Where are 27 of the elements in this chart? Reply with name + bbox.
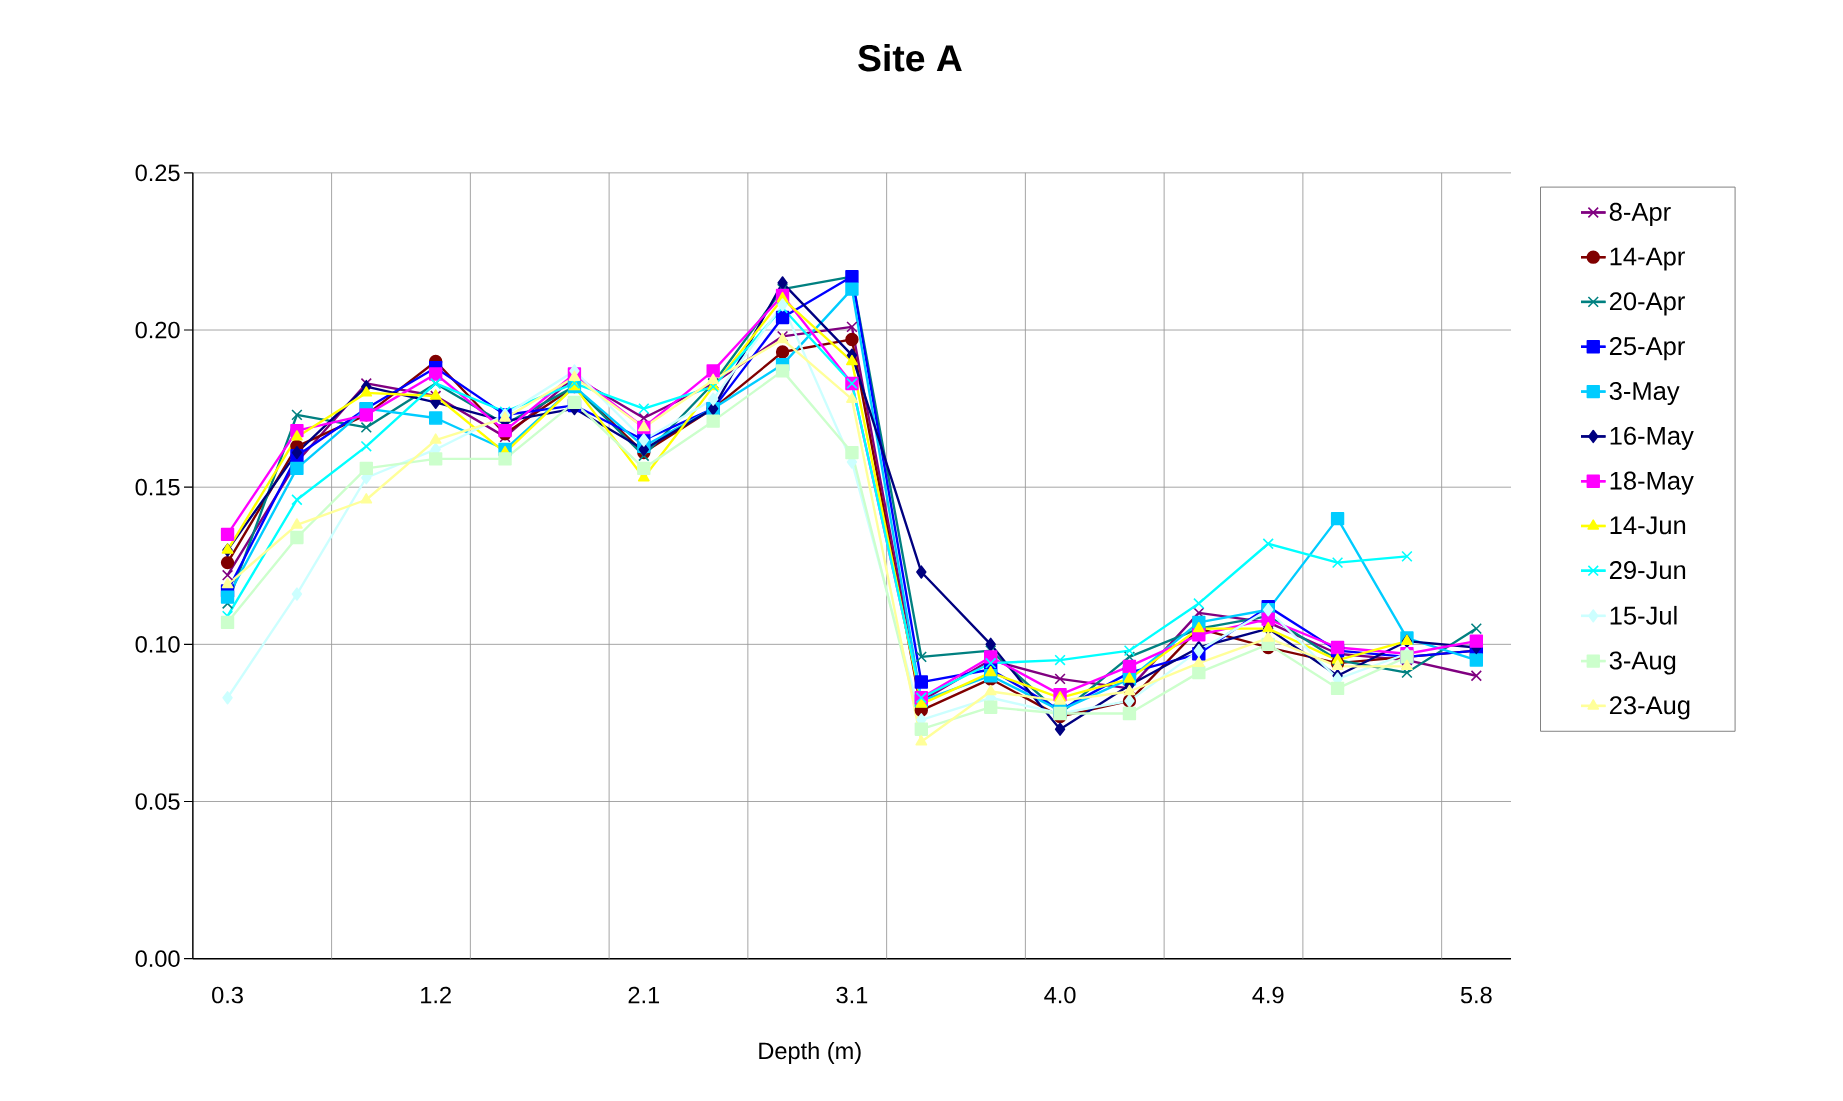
legend-label: 3-Aug <box>1609 651 1676 675</box>
x-tick-label: 4.9 <box>1252 986 1284 1004</box>
y-tick-label: 0.00 <box>135 950 180 967</box>
legend-label: 3-May <box>1609 381 1680 406</box>
y-tick-label: 0.10 <box>135 635 180 653</box>
legend-label: 29-Jun <box>1609 561 1686 580</box>
x-tick-label: 2.1 <box>628 986 660 1004</box>
legend-label: 20-Apr <box>1609 292 1685 316</box>
legend-label: 25-Apr <box>1609 337 1685 361</box>
x-tick-label: 5.8 <box>1460 986 1492 1004</box>
legend-label: 14-Apr <box>1610 247 1685 271</box>
legend-label: 16-May <box>1610 426 1694 450</box>
y-tick-label: 0.20 <box>135 321 180 339</box>
legend-label: 18-May <box>1610 471 1694 495</box>
x-tick-label: 3.1 <box>836 986 868 1004</box>
legend-label: 8-Apr <box>1609 202 1671 226</box>
x-tick-label: 0.3 <box>212 986 243 1004</box>
y-tick-label: 0.25 <box>135 164 180 182</box>
x-tick-label: 4.0 <box>1044 986 1076 1004</box>
y-tick-label: 0.15 <box>135 478 180 496</box>
legend-label: 14-Jun <box>1610 516 1686 535</box>
x-axis-title: Depth (m) <box>759 1041 861 1064</box>
legend-label: 15-Jul <box>1610 605 1677 625</box>
x-tick-label: 1.2 <box>421 986 451 1004</box>
y-tick-label: 0.05 <box>135 793 180 810</box>
legend-label: 23-Aug <box>1609 696 1690 720</box>
chart-title: Site A <box>858 43 962 72</box>
